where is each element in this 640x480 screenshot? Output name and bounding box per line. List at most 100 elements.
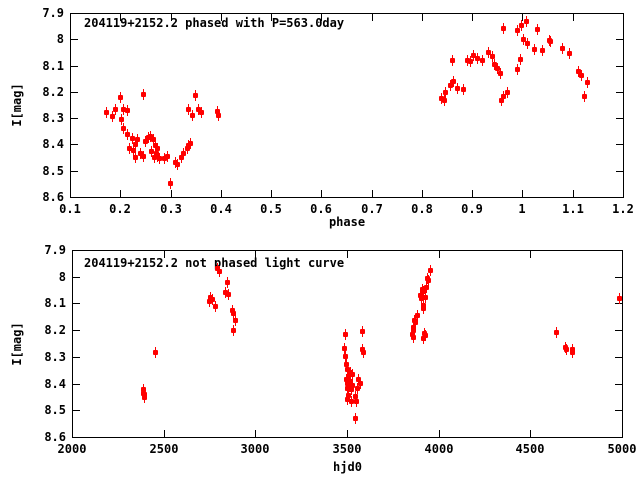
- y-tick-mirror: [615, 384, 622, 385]
- y-tick-mirror: [616, 118, 623, 119]
- x-tick-mirror: [573, 14, 574, 21]
- y-tick: [71, 118, 78, 119]
- data-point: [540, 45, 545, 56]
- data-point: [354, 396, 359, 407]
- x-tick: [422, 190, 423, 197]
- x-tick: [347, 430, 348, 437]
- data-point: [346, 390, 351, 401]
- y-tick-mirror: [615, 250, 622, 251]
- y-tick-mirror: [616, 39, 623, 40]
- x-tick-mirror: [439, 251, 440, 258]
- data-point: [127, 143, 132, 154]
- x-tick: [120, 190, 121, 197]
- data-point: [345, 378, 350, 389]
- data-point: [141, 151, 146, 162]
- x-tick-label: 2500: [149, 442, 179, 456]
- y-tick-mirror: [615, 357, 622, 358]
- x-tick-mirror: [422, 14, 423, 21]
- data-point: [424, 282, 429, 293]
- data-point: [515, 25, 520, 36]
- y-axis-label: I[mag]: [10, 322, 24, 366]
- data-point: [153, 140, 158, 151]
- data-point: [564, 344, 569, 355]
- chart-title: 204119+2152.2 phased with P=563.0day: [84, 16, 345, 30]
- y-tick-mirror: [615, 437, 622, 438]
- data-point: [495, 63, 500, 74]
- data-point: [185, 143, 190, 154]
- data-point: [548, 36, 553, 47]
- data-point: [448, 80, 453, 91]
- data-point: [149, 146, 154, 157]
- data-point: [411, 325, 416, 336]
- y-tick: [73, 250, 80, 251]
- x-tick: [530, 430, 531, 437]
- x-tick-label: 0.8: [411, 202, 433, 216]
- data-point: [532, 44, 537, 55]
- data-point: [342, 343, 347, 354]
- x-tick-mirror: [164, 251, 165, 258]
- data-point: [133, 152, 138, 163]
- x-tick: [72, 430, 73, 437]
- data-point: [110, 111, 115, 122]
- data-point: [125, 105, 130, 116]
- y-tick-label: 8.4: [44, 377, 66, 391]
- data-point: [486, 47, 491, 58]
- x-tick-label: 1: [518, 202, 526, 216]
- y-tick: [71, 92, 78, 93]
- x-tick-mirror: [171, 14, 172, 21]
- x-tick: [171, 190, 172, 197]
- data-point: [350, 369, 355, 380]
- data-point: [360, 326, 365, 337]
- data-point: [471, 50, 476, 61]
- y-tick-label: 8.2: [44, 323, 66, 337]
- data-point: [439, 93, 444, 104]
- x-tick-mirror: [472, 14, 473, 21]
- data-point: [154, 148, 159, 159]
- data-point: [468, 56, 473, 67]
- data-point: [168, 178, 173, 189]
- x-tick: [221, 190, 222, 197]
- plot-area: [72, 250, 623, 438]
- y-tick-label: 8.2: [42, 85, 64, 99]
- data-point: [525, 38, 530, 49]
- data-point: [175, 159, 180, 170]
- data-point: [428, 265, 433, 276]
- y-tick-mirror: [616, 92, 623, 93]
- y-tick-label: 8.3: [42, 111, 64, 125]
- data-point: [475, 53, 480, 64]
- data-point: [498, 68, 503, 79]
- data-point: [190, 110, 195, 121]
- data-point: [426, 275, 431, 286]
- data-point: [465, 55, 470, 66]
- data-point: [193, 90, 198, 101]
- y-tick-label: 8.1: [44, 296, 66, 310]
- x-tick: [321, 190, 322, 197]
- data-point: [148, 131, 153, 142]
- y-tick: [71, 66, 78, 67]
- x-tick-mirror: [70, 14, 71, 21]
- data-point: [443, 87, 448, 98]
- x-tick-label: 0.5: [260, 202, 282, 216]
- x-tick-label: 0.6: [310, 202, 332, 216]
- x-tick-mirror: [255, 251, 256, 258]
- data-point: [501, 23, 506, 34]
- data-point: [133, 139, 138, 150]
- y-tick: [71, 39, 78, 40]
- data-point: [153, 347, 158, 358]
- y-tick: [73, 410, 80, 411]
- y-tick-label: 8.1: [42, 59, 64, 73]
- x-tick-mirror: [622, 251, 623, 258]
- y-tick-mirror: [615, 410, 622, 411]
- data-point: [216, 110, 221, 121]
- y-tick: [73, 277, 80, 278]
- y-tick: [73, 437, 80, 438]
- data-point: [231, 325, 236, 336]
- x-tick-label: 3500: [332, 442, 362, 456]
- data-point: [223, 287, 228, 298]
- x-tick-label: 0.3: [160, 202, 182, 216]
- y-tick-mirror: [615, 303, 622, 304]
- x-tick-label: 1.1: [562, 202, 584, 216]
- x-tick: [164, 430, 165, 437]
- data-point: [217, 266, 222, 277]
